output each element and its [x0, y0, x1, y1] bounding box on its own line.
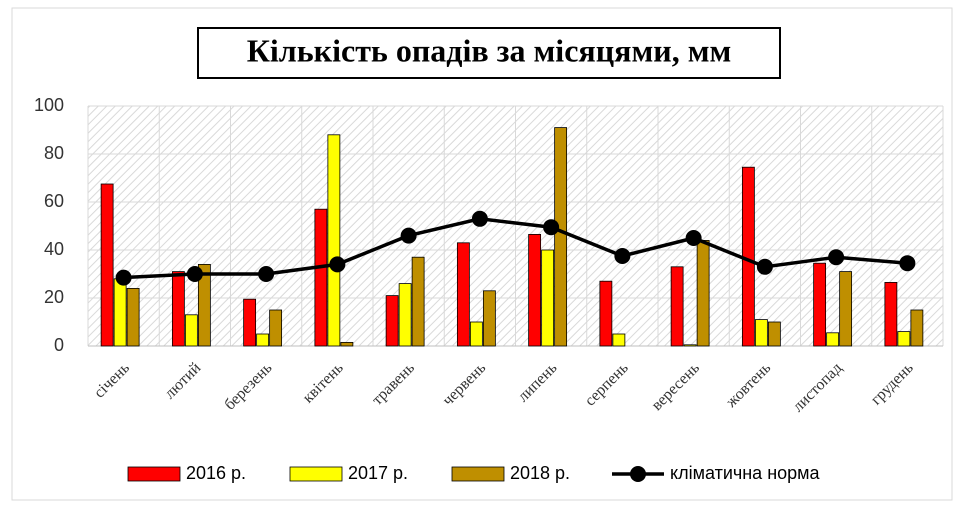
chart-title: Кількість опадів за місяцями, мм: [247, 32, 732, 68]
point: [899, 255, 916, 272]
bar: [754, 319, 768, 347]
point: [685, 230, 702, 246]
point: [543, 219, 560, 236]
bar: [897, 331, 911, 347]
point: [828, 249, 845, 266]
legend-label: 2017 р.: [348, 463, 408, 483]
bar: [385, 295, 399, 347]
bar: [243, 298, 257, 347]
bar: [670, 266, 684, 347]
bar: [910, 309, 924, 347]
legend-swatch-point: [630, 466, 646, 482]
bar: [184, 314, 198, 347]
bar: [197, 263, 211, 347]
y-tick-label: 100: [34, 95, 64, 115]
bar: [839, 271, 853, 347]
point: [400, 227, 417, 244]
bar: [456, 242, 470, 347]
bar: [813, 262, 827, 347]
legend-swatch: [289, 466, 343, 482]
bar: [411, 256, 425, 347]
point: [186, 266, 203, 282]
bar: [696, 239, 710, 347]
bar: [599, 280, 613, 347]
bar: [340, 341, 354, 347]
bar: [398, 283, 412, 347]
legend-label: кліматична норма: [670, 463, 821, 483]
y-tick-label: 60: [44, 191, 64, 211]
bar: [126, 287, 140, 347]
bar: [327, 134, 341, 347]
point: [329, 256, 346, 273]
y-tick-label: 0: [54, 335, 64, 355]
point: [614, 248, 631, 264]
legend-label: 2016 р.: [186, 463, 246, 483]
y-tick-label: 40: [44, 239, 64, 259]
bar: [314, 208, 328, 347]
bar: [554, 127, 568, 347]
bar: [683, 344, 697, 347]
point: [756, 258, 773, 275]
point: [258, 266, 275, 282]
bar: [171, 271, 185, 347]
legend-label: 2018 р.: [510, 463, 570, 483]
title-box: [197, 27, 781, 79]
point: [471, 210, 488, 227]
bar: [767, 321, 781, 347]
line: [123, 217, 908, 280]
point: [115, 269, 132, 286]
bar: [269, 309, 283, 347]
y-tick-label: 20: [44, 287, 64, 307]
bar: [826, 332, 840, 347]
bar: [541, 249, 555, 347]
bar: [256, 333, 270, 347]
y-tick-label: 80: [44, 143, 64, 163]
legend-swatch: [127, 466, 181, 482]
bar: [528, 233, 542, 347]
legend-swatch: [451, 466, 505, 482]
bar: [100, 183, 114, 347]
bar: [482, 290, 496, 347]
bar: [612, 333, 626, 347]
bar: [884, 281, 898, 347]
bar: [113, 278, 127, 347]
bar: [469, 321, 483, 347]
